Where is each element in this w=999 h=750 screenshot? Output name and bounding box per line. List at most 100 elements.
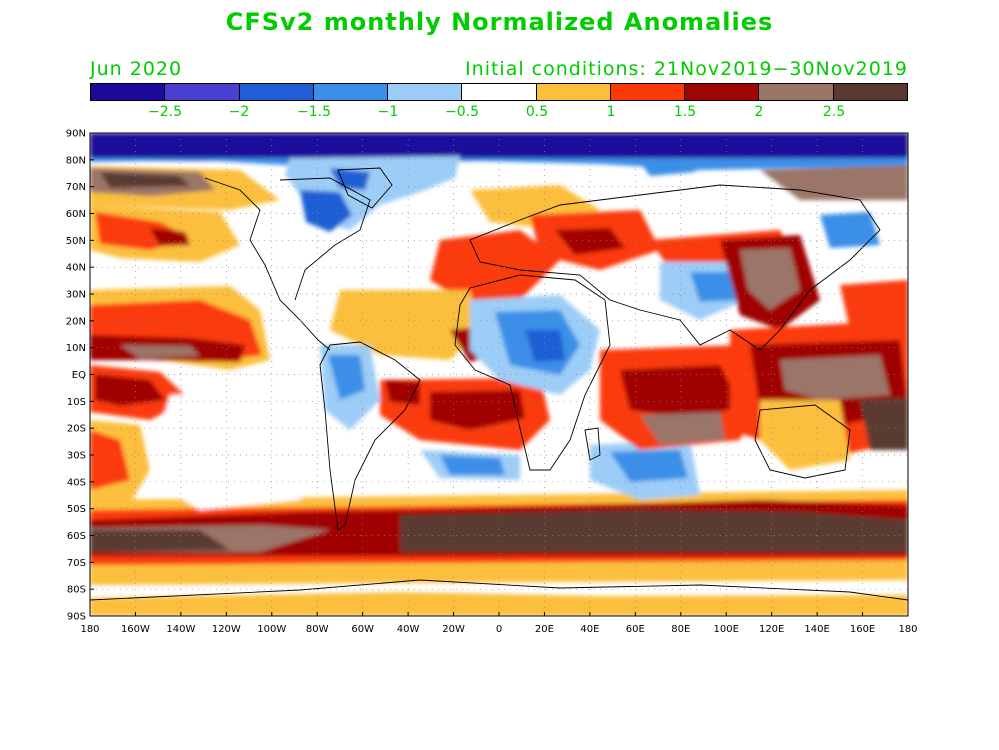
colorbar-swatch (313, 84, 389, 100)
colorbar-label: −1.5 (297, 104, 331, 120)
anomaly-region (90, 530, 230, 552)
anomaly-region (330, 290, 480, 360)
colorbar-swatch (239, 84, 314, 100)
colorbar-label: −0.5 (445, 104, 479, 120)
latitude-label: 20S (67, 424, 86, 435)
anomaly-region (330, 168, 370, 190)
colorbar-label: −2 (228, 104, 250, 120)
anomaly-region (760, 165, 908, 200)
colorbar-swatch (536, 84, 611, 100)
longitude-label: 160W (121, 624, 150, 635)
anomaly-region (400, 510, 908, 552)
anomaly-region (430, 390, 525, 430)
gridlines (90, 133, 908, 616)
colorbar-label: 2.5 (822, 104, 846, 120)
anomaly-region (860, 398, 908, 450)
anomaly-region (150, 228, 190, 246)
anomaly-region (300, 190, 352, 232)
colorbar-swatch (462, 84, 537, 100)
longitude-label: 80E (671, 624, 690, 635)
coastline (204, 177, 331, 351)
colorbar-swatch (685, 84, 760, 100)
longitude-label: 180 (80, 624, 99, 635)
anomaly-region (90, 133, 908, 161)
coastline (319, 341, 421, 531)
latitude-label: 20N (66, 316, 86, 327)
anomaly-region (328, 355, 365, 400)
latitude-label: 60N (66, 209, 86, 220)
latitude-label: 90S (67, 612, 86, 623)
colorbar-label: −2.5 (148, 104, 182, 120)
latitude-label: 30S (67, 451, 86, 462)
anomaly-region (90, 430, 130, 490)
colorbar-label: 2 (754, 104, 764, 120)
latitude-label: 10S (67, 397, 86, 408)
anomaly-region (100, 172, 190, 188)
anomaly-region (525, 330, 565, 362)
latitude-label: EQ (72, 370, 86, 381)
coastline (454, 274, 611, 471)
colorbar (90, 83, 908, 101)
latitude-label: 50S (67, 504, 86, 515)
coastline (337, 167, 393, 209)
anomaly-region (90, 592, 908, 616)
longitude-label: 60E (626, 624, 645, 635)
colorbar-label: −1 (377, 104, 399, 120)
anomaly-region (150, 395, 320, 510)
latitude-label: 80S (67, 585, 86, 596)
coastline (754, 404, 851, 479)
longitude-label: 180 (898, 624, 917, 635)
anomaly-region (120, 345, 200, 358)
longitude-label: 100W (257, 624, 286, 635)
forecast-month: Jun 2020 (90, 58, 183, 80)
anomaly-region (820, 212, 880, 248)
latitude-label: 70N (66, 182, 86, 193)
coastlines (90, 167, 908, 601)
colorbar-swatch (610, 84, 686, 100)
colorbar-swatch (388, 84, 463, 100)
longitude-label: 40W (397, 624, 420, 635)
anomaly-region (740, 248, 800, 310)
latitude-label: 30N (66, 290, 86, 301)
anomaly-region (385, 380, 420, 405)
longitude-label: 100E (714, 624, 739, 635)
colorbar-swatch (759, 84, 834, 100)
anomaly-region (610, 450, 688, 482)
anomaly-region (430, 230, 560, 305)
latitude-label: 60S (67, 531, 86, 542)
longitude-label: 80W (306, 624, 329, 635)
longitude-label: 20E (535, 624, 554, 635)
longitude-label: 40E (580, 624, 599, 635)
longitude-label: 140E (804, 624, 829, 635)
latitude-label: 70S (67, 558, 86, 569)
anomaly-region (640, 412, 725, 445)
colorbar-label: 1 (606, 104, 616, 120)
anomaly-region (95, 374, 165, 406)
longitude-label: 0 (496, 624, 502, 635)
latitude-label: 90N (66, 129, 86, 140)
colorbar-label: 1.5 (673, 104, 697, 120)
longitude-label: 160E (850, 624, 875, 635)
anomaly-region (640, 160, 700, 176)
anomaly-region (760, 400, 850, 470)
anomaly-region (440, 455, 505, 475)
longitude-label: 120W (212, 624, 241, 635)
anomaly-region (620, 365, 740, 420)
latitude-labels: 90N 80N 70N 60N 50N 40N 30N 20N 10N EQ 10S 20S 30S 40… (66, 129, 94, 623)
anomaly-field (90, 133, 908, 616)
longitude-label: 140W (166, 624, 195, 635)
latitude-label: 10N (66, 343, 86, 354)
anomaly-region (690, 272, 735, 302)
colorbar-swatch (833, 84, 907, 100)
anomaly-region (780, 355, 890, 400)
coastline (90, 579, 908, 601)
initial-conditions: Initial conditions: 21Nov2019−30Nov2019 (465, 58, 908, 80)
longitude-label: 20W (442, 624, 465, 635)
figure-title: CFSv2 monthly Normalized Anomalies (225, 8, 774, 36)
longitude-labels: 180 160W 140W 120W 100W 80W 60W 40W 20W 0 20E 40E 60… (80, 612, 918, 635)
colorbar-swatch (91, 84, 166, 100)
coastline (279, 177, 371, 301)
latitude-label: 80N (66, 155, 86, 166)
